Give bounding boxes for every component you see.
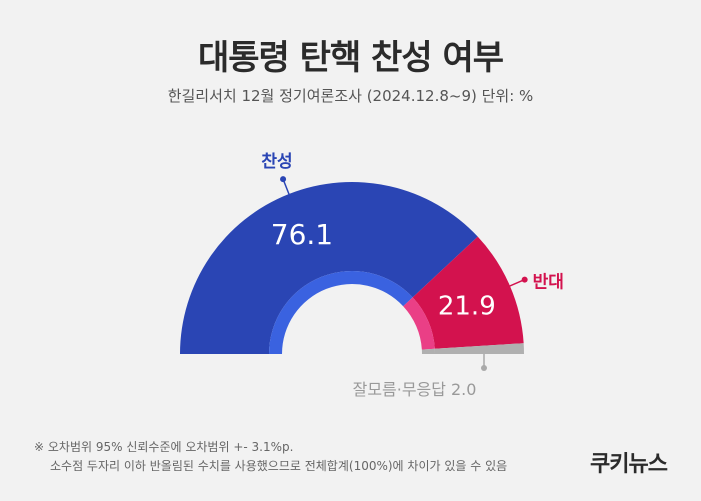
slice-yes-outer-arc bbox=[180, 181, 478, 354]
slice-unknown-inner-arc bbox=[421, 348, 435, 354]
slice-unknown-outer-arc bbox=[434, 343, 524, 354]
slice-yes-leader-line bbox=[282, 178, 291, 197]
slice-unknown-value-label: 2.0 bbox=[451, 380, 476, 399]
slice-unknown-leader-dot bbox=[481, 365, 487, 371]
slice-yes-inner-arc bbox=[269, 271, 413, 354]
slice-yes-leader-dot bbox=[280, 176, 287, 183]
slice-yes-value-label: 76.1 bbox=[271, 218, 333, 251]
brand-logo: 쿠키뉴스 bbox=[590, 452, 668, 477]
slice-no-category-label: 반대 bbox=[533, 273, 564, 293]
footnote-line-2: 소수점 두자리 이하 반올림된 수치를 사용했으므로 전체합계(100%)에 차… bbox=[50, 459, 508, 473]
slice-no-value-label: 21.9 bbox=[438, 292, 496, 322]
slice-no-outer-arc bbox=[412, 236, 524, 349]
footnote-line-1: ※ 오차범위 95% 신뢰수준에 오차범위 +- 3.1%p. bbox=[34, 440, 294, 454]
footnote: ※ 오차범위 95% 신뢰수준에 오차범위 +- 3.1%p. 소수점 두자리 … bbox=[34, 438, 507, 476]
slice-no-leader-dot bbox=[521, 276, 528, 283]
slice-unknown-category-label: 잘모름·무응답 bbox=[353, 380, 447, 399]
chart-title: 대통령 탄핵 찬성 여부 bbox=[197, 38, 504, 78]
chart-subtitle: 한길리서치 12월 정기여론조사 (2024.12.8~9) 단위: % bbox=[167, 87, 534, 105]
slice-yes-category-label: 찬성 bbox=[261, 152, 292, 172]
slice-no-leader-line bbox=[507, 278, 525, 288]
slice-no-inner-arc bbox=[403, 297, 435, 350]
